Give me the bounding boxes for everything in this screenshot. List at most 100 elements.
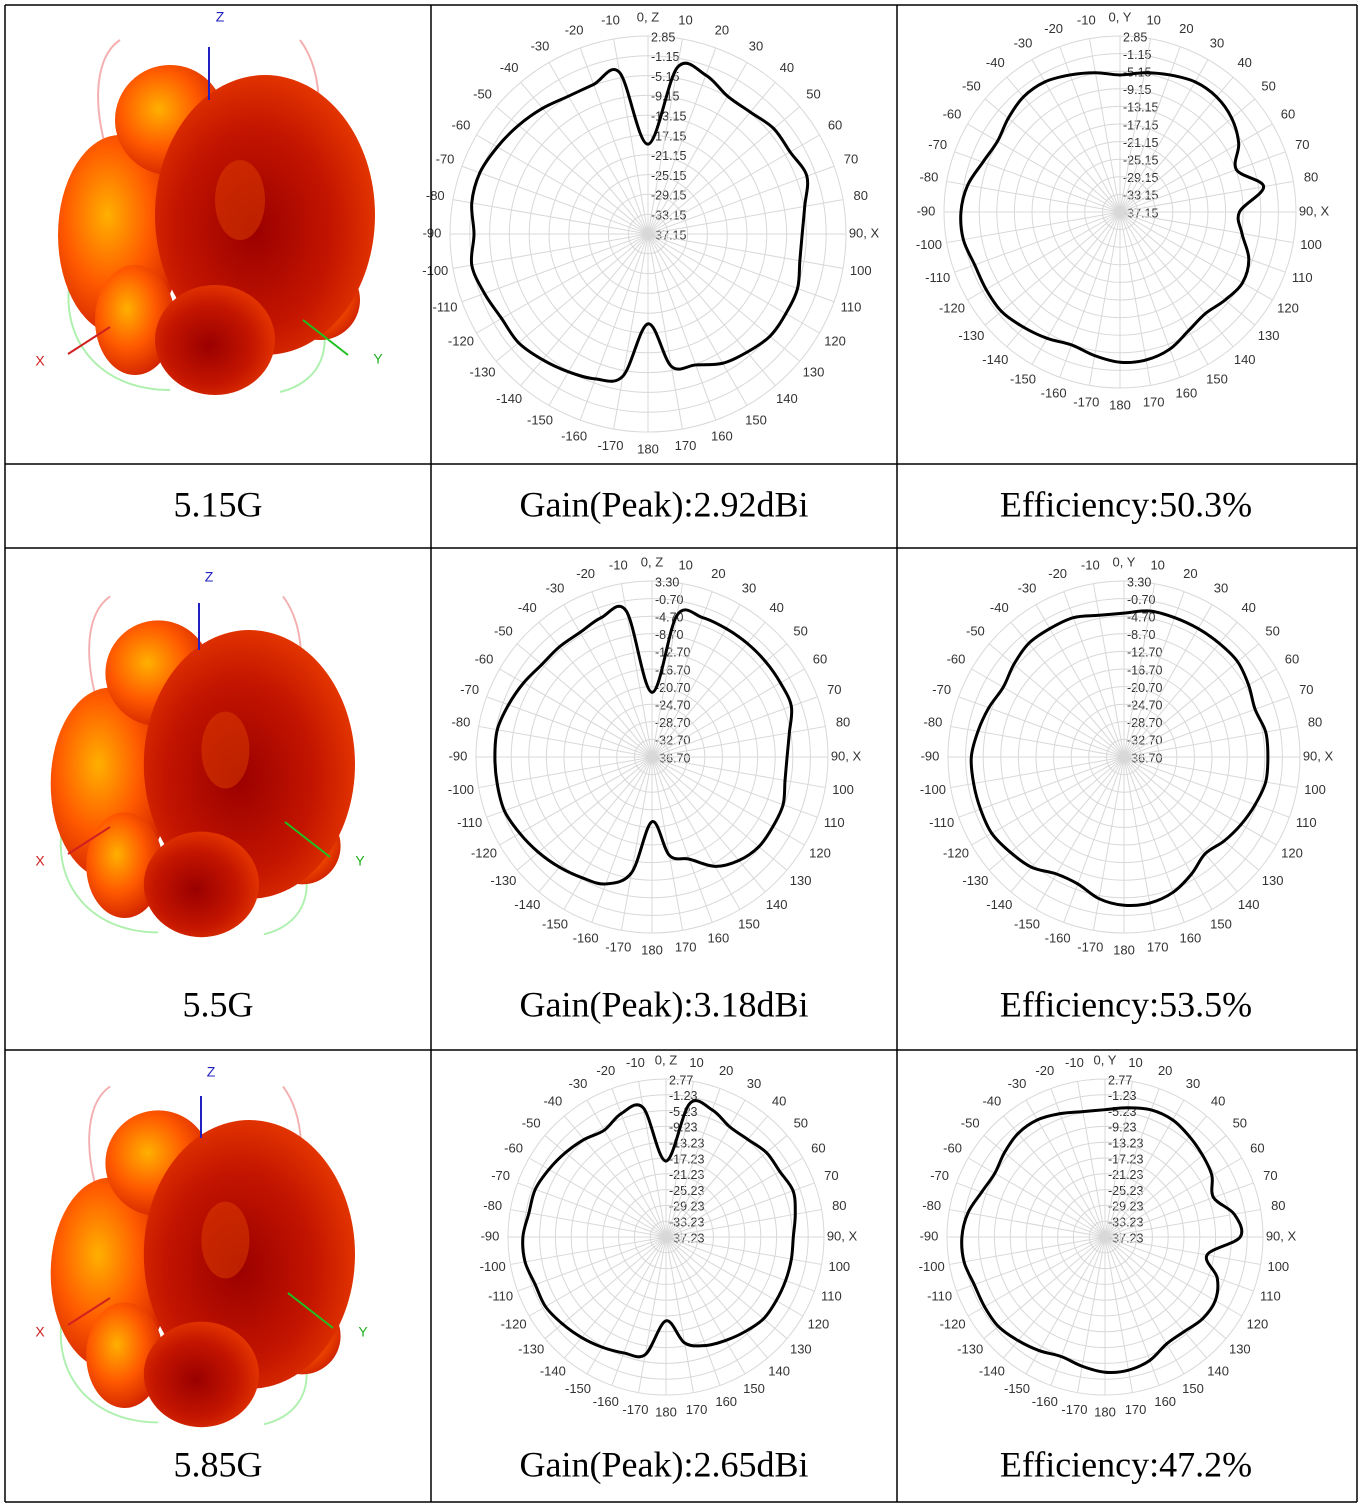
angle-tick-label: -80 [483,1198,502,1213]
angle-tick-label: 140 [768,1363,790,1378]
radial-tick-label: -17.23 [1108,1152,1143,1166]
angle-tick-label: -100 [480,1259,506,1274]
angle-tick-label: 70 [1263,1168,1277,1183]
angle-tick-label: 170 [675,939,697,954]
angle-tick-label: 110 [1296,815,1317,830]
angle-tick-label: 170 [675,438,697,453]
angle-tick-label: 110 [821,1289,842,1304]
angle-tick-label: 110 [1260,1289,1281,1304]
angle-tick-label: -170 [1061,1402,1087,1417]
angle-tick-label: 160 [1176,386,1198,401]
angle-tick-label: 0, Z [655,1052,677,1067]
angle-tick-label: -110 [457,815,482,830]
angle-tick-label: 60 [828,117,842,132]
angle-tick-label: -10 [1077,12,1096,27]
angle-tick-label: 70 [1295,137,1309,152]
angle-tick-label: -120 [448,333,474,348]
angle-tick-label: 30 [749,38,763,53]
angle-tick-label: 150 [1206,371,1228,386]
angle-tick-label: -140 [540,1363,566,1378]
angle-tick-label: 180 [641,942,663,957]
x-axis-label: X [35,853,45,869]
angle-tick-label: 130 [1258,328,1280,343]
angle-tick-label: 20 [719,1063,733,1078]
polar-chart: 2.77-1.23-5.23-9.23-13.23-17.23-21.23-25… [480,1052,858,1419]
angle-tick-label: -120 [939,300,965,315]
angle-tick-label: -90 [423,225,442,240]
z-axis-label: Z [216,9,225,25]
radial-tick-label: -12.70 [1127,646,1162,660]
angle-tick-label: 160 [708,931,730,946]
angle-tick-label: 60 [1281,106,1295,121]
angle-tick-label: 160 [715,1394,737,1409]
angle-tick-label: -50 [966,624,985,639]
angle-tick-label: -70 [460,682,479,697]
angle-tick-label: -130 [518,1342,544,1357]
angle-tick-label: 100 [828,1259,850,1274]
angle-tick-label: 100 [850,263,872,278]
angle-tick-label: 50 [1261,79,1275,94]
radial-tick-label: -21.15 [651,149,686,163]
angle-tick-label: 10 [689,1055,703,1070]
x-axis-label: X [35,1324,45,1340]
peak-gain: Gain(Peak):2.92dBi [520,484,809,524]
angle-tick-label: -150 [527,412,553,427]
angle-tick-label: 110 [824,815,845,830]
angle-tick-label: 170 [1125,1402,1147,1417]
angle-tick-label: 40 [772,1094,786,1109]
angle-tick-label: 90, X [827,1228,858,1243]
angle-tick-label: -140 [986,897,1012,912]
angle-tick-label: 40 [769,600,783,615]
page: ZXYZXYZXY 2.85-1.15-5.15-9.15-13.15-17.1… [0,0,1362,1504]
angle-tick-label: 100 [1267,1259,1289,1274]
radial-tick-label: 3.30 [1127,575,1151,589]
angle-tick-label: -90 [481,1228,500,1243]
angle-tick-label: -40 [986,55,1005,70]
polar-chart: 2.77-1.23-5.23-9.23-13.23-17.23-21.23-25… [919,1052,1297,1419]
angle-tick-label: -90 [920,1228,939,1243]
angle-tick-label: -90 [449,748,468,763]
angle-tick-label: -70 [928,137,947,152]
angle-tick-label: 150 [745,412,767,427]
z-axis-label: Z [207,1064,216,1080]
angle-tick-label: -150 [542,916,568,931]
angle-tick-label: 150 [738,916,760,931]
radial-tick-label: -13.23 [1108,1136,1143,1150]
angle-tick-label: -100 [916,237,942,252]
angle-tick-label: 130 [790,1342,812,1357]
radial-tick-label: 2.85 [1123,30,1147,44]
angle-tick-label: -140 [979,1363,1005,1378]
angle-tick-label: 70 [827,682,841,697]
angle-tick-label: -30 [1014,35,1033,50]
angle-tick-label: -100 [422,263,448,278]
angle-tick-label: -40 [990,600,1009,615]
angle-tick-label: -40 [518,600,537,615]
angle-tick-label: 40 [780,60,794,75]
angle-tick-label: 80 [836,715,850,730]
angle-tick-label: 30 [1214,580,1228,595]
angle-tick-label: 120 [1247,1316,1269,1331]
angle-tick-label: -140 [982,352,1008,367]
angle-tick-label: -100 [919,1259,945,1274]
angle-tick-label: -70 [491,1168,510,1183]
radiation-3d-shape [51,1086,355,1427]
angle-tick-label: -30 [546,580,565,595]
angle-tick-label: -120 [471,845,497,860]
y-axis-label: Y [355,853,365,869]
polar-plots: 2.85-1.15-5.15-9.15-13.15-17.15-21.15-25… [422,9,1333,1419]
angle-tick-label: 50 [1233,1115,1247,1130]
angle-tick-label: -160 [1032,1394,1058,1409]
angle-tick-label: 90, X [849,225,880,240]
angle-tick-label: 90, X [1299,203,1330,218]
angle-tick-label: -20 [1048,566,1067,581]
frequency: 5.15G [174,484,263,524]
angle-tick-label: 30 [747,1076,761,1091]
z-axis-label: Z [205,569,214,585]
angle-tick-label: 0, Z [641,554,663,569]
radial-tick-label: -12.70 [655,646,690,660]
angle-tick-label: -140 [496,391,522,406]
frequency: 5.85G [174,1444,263,1484]
angle-tick-label: -30 [531,38,550,53]
angle-tick-label: -60 [947,651,966,666]
angle-tick-label: 50 [794,1115,808,1130]
